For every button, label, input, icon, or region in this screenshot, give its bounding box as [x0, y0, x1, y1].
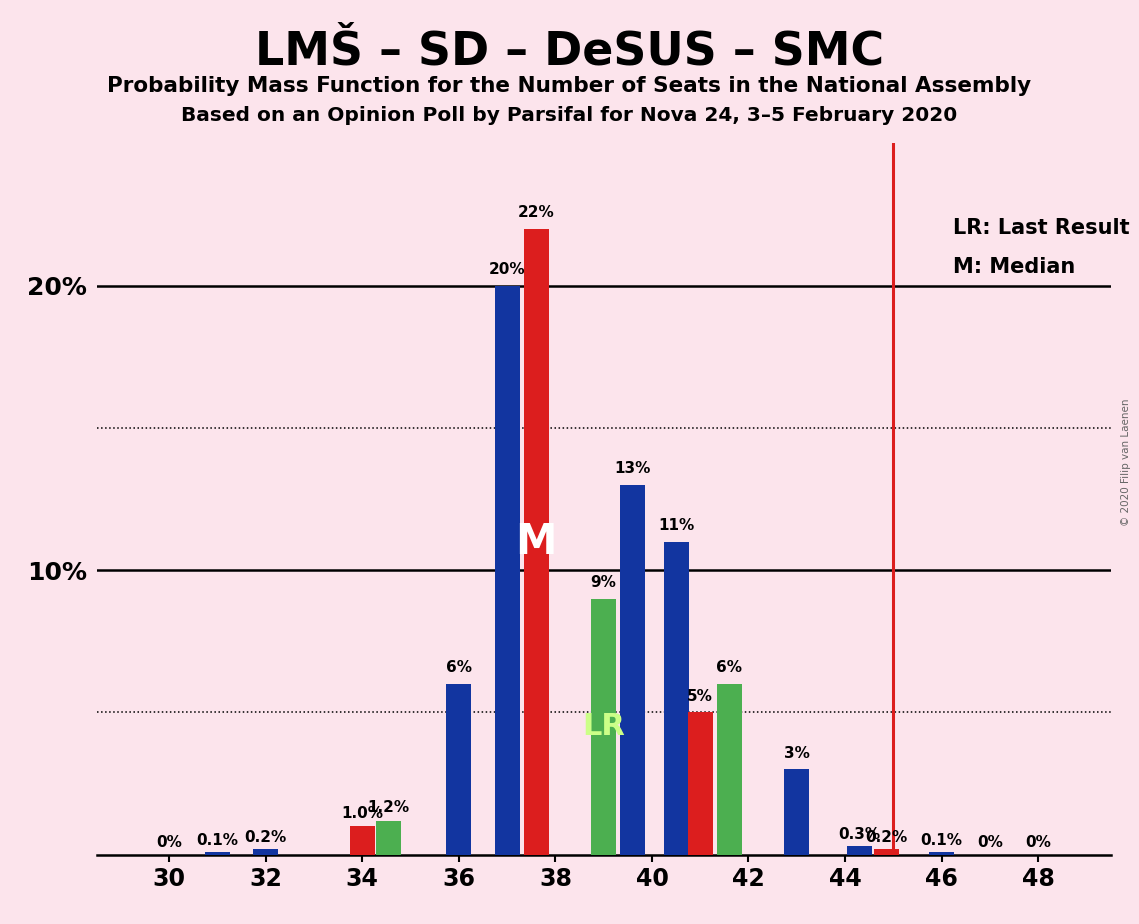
Text: 0%: 0%	[156, 835, 182, 850]
Bar	[664, 541, 689, 855]
Bar	[446, 684, 472, 855]
Bar	[376, 821, 401, 855]
Text: 11%: 11%	[658, 518, 694, 533]
Text: 0.1%: 0.1%	[197, 833, 238, 847]
Text: 1.2%: 1.2%	[368, 800, 410, 815]
Text: © 2020 Filip van Laenen: © 2020 Filip van Laenen	[1122, 398, 1131, 526]
Bar	[253, 849, 278, 855]
Bar	[688, 712, 713, 855]
Bar	[874, 849, 899, 855]
Text: 0%: 0%	[977, 835, 1002, 850]
Text: LR: Last Result: LR: Last Result	[953, 218, 1130, 237]
Bar	[591, 599, 616, 855]
Bar	[494, 286, 519, 855]
Text: M: M	[515, 520, 557, 563]
Text: 20%: 20%	[489, 262, 525, 277]
Bar	[524, 228, 549, 855]
Text: 0.1%: 0.1%	[920, 833, 962, 847]
Bar	[716, 684, 741, 855]
Bar	[785, 770, 810, 855]
Text: LMŠ – SD – DeSUS – SMC: LMŠ – SD – DeSUS – SMC	[255, 30, 884, 75]
Text: LR: LR	[582, 712, 625, 741]
Bar	[847, 846, 872, 855]
Text: 6%: 6%	[716, 661, 743, 675]
Text: 0.3%: 0.3%	[838, 827, 880, 842]
Text: M: Median: M: Median	[953, 257, 1075, 277]
Text: 9%: 9%	[591, 575, 616, 590]
Text: 22%: 22%	[518, 205, 555, 220]
Text: Based on an Opinion Poll by Parsifal for Nova 24, 3–5 February 2020: Based on an Opinion Poll by Parsifal for…	[181, 106, 958, 126]
Text: 1.0%: 1.0%	[342, 806, 384, 821]
Text: 0.2%: 0.2%	[245, 830, 287, 845]
Bar	[929, 852, 954, 855]
Text: 5%: 5%	[687, 689, 713, 704]
Text: 6%: 6%	[445, 661, 472, 675]
Text: 0%: 0%	[1025, 835, 1051, 850]
Text: 0.2%: 0.2%	[865, 830, 907, 845]
Bar	[205, 852, 230, 855]
Text: 3%: 3%	[784, 746, 810, 760]
Bar	[350, 826, 375, 855]
Text: Probability Mass Function for the Number of Seats in the National Assembly: Probability Mass Function for the Number…	[107, 76, 1032, 96]
Text: 13%: 13%	[614, 461, 650, 476]
Bar	[620, 485, 645, 855]
